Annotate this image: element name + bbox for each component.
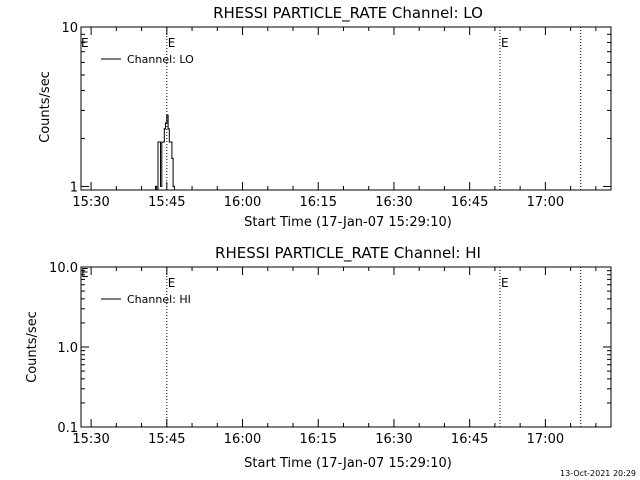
x-axis-label-hi: Start Time (17-Jan-07 15:29:10) [244,456,452,471]
chart-title-lo: RHESSI PARTICLE_RATE Channel: LO [213,4,483,23]
corner-label-hi: E [81,266,89,280]
y-tick-label: 10 [61,21,78,36]
data-point [172,185,174,187]
legend-label-lo: Channel: LO [127,53,194,66]
corner-label-lo: E [81,36,89,50]
event-marker-label: E [501,276,509,290]
data-point [170,141,172,143]
plot-frame-hi [80,266,612,428]
tick-group-lo: 15:30 15:45 16:00 16:15 16:30 16:45 17:00 1 10 [61,21,611,210]
x-tick-label: 16:30 [375,432,412,447]
x-tick-label: 16:15 [300,195,337,210]
x-axis-label-lo: Start Time (17-Jan-07 15:29:10) [244,215,452,230]
x-tick-label: 16:00 [224,195,261,210]
chart-title-hi: RHESSI PARTICLE_RATE Channel: HI [215,244,481,263]
y-tick-label: 1.0 [57,341,78,356]
data-point [167,128,169,130]
x-tick-label: 16:00 [224,432,261,447]
data-point [158,141,160,143]
data-point [154,185,156,187]
event-marker-label: E [501,36,509,50]
x-tick-label: 16:45 [451,432,488,447]
x-tick-label: 15:30 [72,195,109,210]
x-tick-label: 15:45 [148,195,185,210]
series-group-lo [151,114,176,191]
data-point [165,122,167,124]
timestamp: 13-Oct-2021 20:29 [560,469,636,478]
data-point [171,157,173,159]
data-point [160,185,161,187]
data-point [166,114,168,116]
data-point [157,141,159,143]
x-tick-label: 17:00 [527,432,564,447]
series-line-channel-lo [151,114,176,191]
x-tick-label: 16:45 [451,195,488,210]
data-point [163,128,165,130]
tick-group-hi: 15:30 15:45 16:00 16:15 16:30 16:45 17:00 0.1 1.… [49,261,611,447]
data-point [161,141,163,143]
x-tick-label: 16:30 [375,195,412,210]
y-tick-label: 0.1 [57,421,78,436]
x-tick-label: 15:45 [148,432,185,447]
legend-label-hi: Channel: HI [127,293,191,306]
event-marker-label: E [168,36,176,50]
data-point [162,141,164,143]
y-axis-label-hi: Counts/sec [25,311,40,383]
x-tick-label: 15:30 [72,432,109,447]
event-marker-label: E [168,276,176,290]
x-tick-label: 17:00 [527,195,564,210]
y-tick-label: 1 [70,180,78,195]
y-tick-label: 10.0 [49,261,78,276]
x-tick-label: 16:15 [300,432,337,447]
plot-frame-lo [80,26,612,191]
y-axis-label-lo: Counts/sec [38,71,53,143]
data-point [168,141,170,143]
